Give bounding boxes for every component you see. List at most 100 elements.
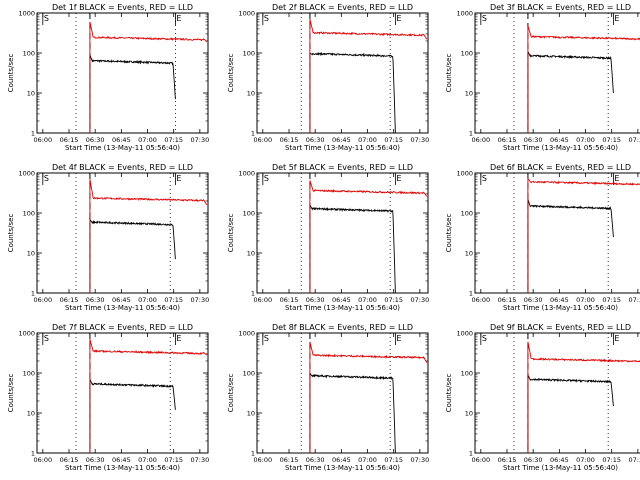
- x-tick-label: 06:30: [524, 136, 543, 144]
- events-series-line: [309, 371, 396, 454]
- marker-label: E: [396, 334, 401, 343]
- y-axis-label: Counts/sec: [445, 54, 453, 93]
- marker-label: S: [264, 14, 269, 23]
- marker-label: E: [614, 174, 619, 183]
- y-tick-label: 1000: [18, 170, 35, 178]
- x-tick-label: 06:15: [60, 296, 79, 304]
- marker-label: S: [482, 14, 487, 23]
- events-series-line: [89, 54, 176, 133]
- x-tick-label: 06:45: [550, 296, 569, 304]
- x-axis-label: Start Time (13-May-11 05:56:40): [285, 144, 400, 152]
- x-tick-label: 06:15: [60, 456, 79, 464]
- x-tick-label: 07:15: [384, 456, 403, 464]
- y-tick-label: 10: [247, 90, 255, 98]
- panel-title: Det 3f BLACK = Events, RED = LLD: [490, 3, 631, 12]
- y-tick-label: 10: [27, 90, 35, 98]
- x-tick-label: 07:15: [602, 136, 621, 144]
- y-tick-label: 1: [251, 450, 255, 458]
- marker-label: E: [614, 334, 619, 343]
- y-tick-label: 1000: [456, 10, 473, 18]
- x-tick-label: 07:30: [628, 456, 640, 464]
- plot-frame: [256, 172, 429, 294]
- x-tick-label: 07:15: [602, 296, 621, 304]
- det-panel: Det 6f BLACK = Events, RED = LLD 06:00 06:…: [445, 163, 640, 312]
- events-series-line: [309, 204, 396, 294]
- y-tick-label: 10: [465, 410, 473, 418]
- x-tick-label: 06:00: [471, 456, 490, 464]
- det-panel: Det 5f BLACK = Events, RED = LLD 06:00 06:…: [227, 163, 429, 312]
- y-tick-label: 100: [461, 50, 473, 58]
- panel-title: Det 6f BLACK = Events, RED = LLD: [490, 163, 631, 172]
- panel-title: Det 8f BLACK = Events, RED = LLD: [272, 323, 413, 332]
- x-tick-label: 07:15: [602, 456, 621, 464]
- x-tick-label: 07:15: [164, 136, 183, 144]
- x-tick-label: 06:30: [524, 296, 543, 304]
- x-tick-label: 06:45: [112, 136, 131, 144]
- y-axis-label: Counts/sec: [227, 374, 235, 413]
- x-axis-label: Start Time (13-May-11 05:56:40): [65, 304, 180, 312]
- y-tick-label: 1: [31, 130, 35, 138]
- y-tick-label: 10: [465, 90, 473, 98]
- plot-frame: [36, 172, 209, 294]
- x-tick-label: 07:00: [576, 136, 595, 144]
- y-axis-label: Counts/sec: [7, 374, 15, 413]
- det-panel: Det 1f BLACK = Events, RED = LLD 06:00 06:…: [7, 3, 209, 152]
- y-tick-label: 1: [31, 450, 35, 458]
- y-axis-label: Counts/sec: [7, 214, 15, 253]
- panel-title: Det 5f BLACK = Events, RED = LLD: [272, 163, 413, 172]
- marker-label: E: [176, 334, 181, 343]
- x-tick-label: 07:30: [410, 456, 429, 464]
- y-tick-label: 100: [243, 370, 255, 378]
- y-tick-label: 1000: [238, 10, 255, 18]
- plot-frame: [474, 12, 640, 134]
- y-axis-label: Counts/sec: [445, 374, 453, 413]
- x-tick-label: 07:00: [358, 456, 377, 464]
- x-tick-label: 07:30: [190, 136, 209, 144]
- y-tick-label: 1000: [238, 170, 255, 178]
- events-series-line: [309, 51, 396, 134]
- y-tick-label: 1: [251, 130, 255, 138]
- y-tick-label: 100: [23, 210, 35, 218]
- marker-label: E: [614, 14, 619, 23]
- y-tick-label: 1000: [456, 330, 473, 338]
- y-axis-label: Counts/sec: [227, 214, 235, 253]
- x-tick-label: 07:30: [628, 136, 640, 144]
- panel-title: Det 9f BLACK = Events, RED = LLD: [490, 323, 631, 332]
- det-panel: Det 8f BLACK = Events, RED = LLD 06:00 06:…: [227, 323, 429, 472]
- x-tick-label: 07:30: [410, 296, 429, 304]
- y-tick-label: 1000: [18, 10, 35, 18]
- y-tick-label: 100: [23, 370, 35, 378]
- x-tick-label: 06:30: [306, 456, 325, 464]
- y-tick-label: 1000: [456, 170, 473, 178]
- x-tick-label: 07:15: [384, 296, 403, 304]
- det-panel: Det 3f BLACK = Events, RED = LLD 06:00 06:…: [445, 3, 640, 152]
- lld-series-line: [309, 19, 428, 133]
- x-tick-label: 06:45: [332, 456, 351, 464]
- x-tick-label: 06:45: [550, 456, 569, 464]
- x-tick-label: 07:30: [190, 456, 209, 464]
- x-axis-label: Start Time (13-May-11 05:56:40): [503, 144, 618, 152]
- y-tick-label: 10: [27, 250, 35, 258]
- y-tick-label: 100: [461, 370, 473, 378]
- x-tick-label: 07:00: [576, 456, 595, 464]
- marker-label: S: [482, 334, 487, 343]
- y-tick-label: 10: [247, 250, 255, 258]
- lld-series-line: [309, 180, 428, 293]
- x-tick-label: 06:30: [524, 456, 543, 464]
- events-series-line: [89, 217, 176, 293]
- x-tick-label: 07:15: [384, 136, 403, 144]
- y-axis-label: Counts/sec: [7, 54, 15, 93]
- x-tick-label: 06:00: [33, 456, 52, 464]
- x-tick-label: 07:15: [164, 456, 183, 464]
- det-panel: Det 4f BLACK = Events, RED = LLD 06:00 06:…: [7, 163, 209, 312]
- y-tick-label: 10: [27, 410, 35, 418]
- y-tick-label: 1000: [18, 330, 35, 338]
- plot-frame: [256, 332, 429, 454]
- x-tick-label: 06:45: [332, 296, 351, 304]
- y-tick-label: 100: [23, 50, 35, 58]
- y-tick-label: 10: [247, 410, 255, 418]
- events-series-line: [89, 379, 176, 453]
- x-tick-label: 06:45: [332, 136, 351, 144]
- marker-label: S: [264, 334, 269, 343]
